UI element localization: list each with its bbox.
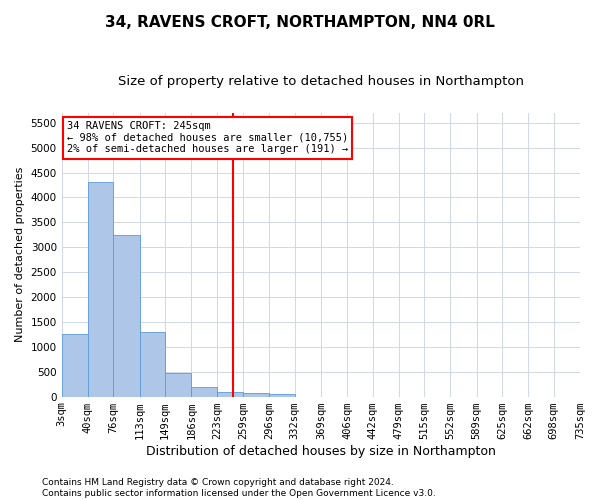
Bar [113, 235, 140, 396]
Text: 34, RAVENS CROFT, NORTHAMPTON, NN4 0RL: 34, RAVENS CROFT, NORTHAMPTON, NN4 0RL [105, 15, 495, 30]
Y-axis label: Number of detached properties: Number of detached properties [15, 167, 25, 342]
X-axis label: Distribution of detached houses by size in Northampton: Distribution of detached houses by size … [146, 444, 496, 458]
Bar [165, 373, 191, 396]
Title: Size of property relative to detached houses in Northampton: Size of property relative to detached ho… [118, 75, 524, 88]
Text: Contains HM Land Registry data © Crown copyright and database right 2024.
Contai: Contains HM Land Registry data © Crown c… [42, 478, 436, 498]
Bar [269, 394, 295, 396]
Bar [140, 332, 165, 396]
Bar [88, 182, 113, 396]
Bar [243, 393, 269, 396]
Bar [191, 386, 217, 396]
Text: 34 RAVENS CROFT: 245sqm
← 98% of detached houses are smaller (10,755)
2% of semi: 34 RAVENS CROFT: 245sqm ← 98% of detache… [67, 122, 348, 154]
Bar [62, 334, 88, 396]
Bar [217, 392, 243, 396]
